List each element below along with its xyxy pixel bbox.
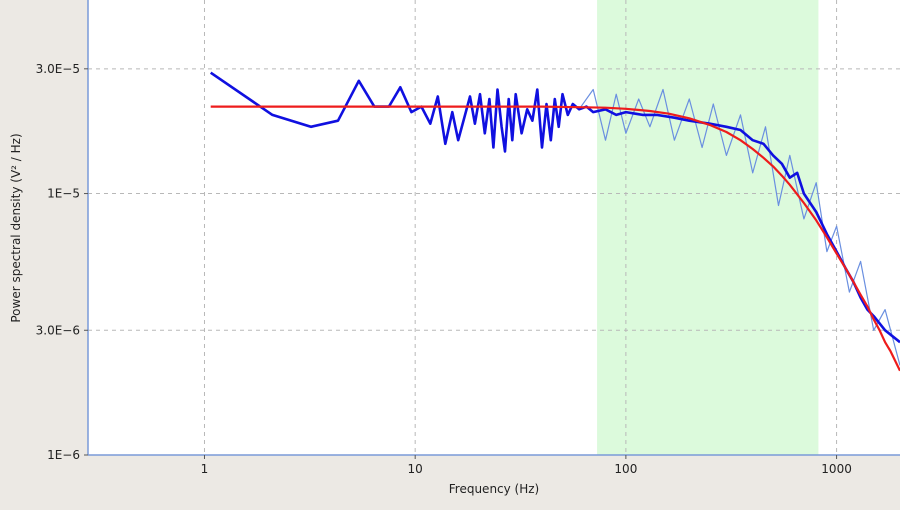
y-tick-label: 1E−5 — [47, 187, 80, 201]
psd-fit-series-line — [210, 105, 900, 372]
x-tick-label: 100 — [614, 462, 637, 476]
y-tick-label: 3.0E−6 — [36, 323, 80, 337]
psd-smoothed-series-line — [209, 71, 900, 344]
y-tick-label: 1E−6 — [47, 448, 80, 462]
x-tick-label: 1000 — [821, 462, 852, 476]
x-tick-label: 10 — [408, 462, 423, 476]
y-tick-label: 3.0E−5 — [36, 62, 80, 76]
fit-range-band — [597, 0, 819, 455]
x-axis-title: Frequency (Hz) — [449, 482, 540, 496]
y-axis-title: Power spectral density (V² / Hz) — [9, 133, 23, 322]
series-layer — [209, 71, 900, 372]
tick-layer: 1 10 100 1000 1E−6 3.0E−6 1E−5 3.0E−5 — [36, 62, 852, 476]
fit-band-layer — [597, 0, 819, 455]
psd-raw-series-line — [578, 88, 900, 366]
x-tick-label: 1 — [201, 462, 209, 476]
